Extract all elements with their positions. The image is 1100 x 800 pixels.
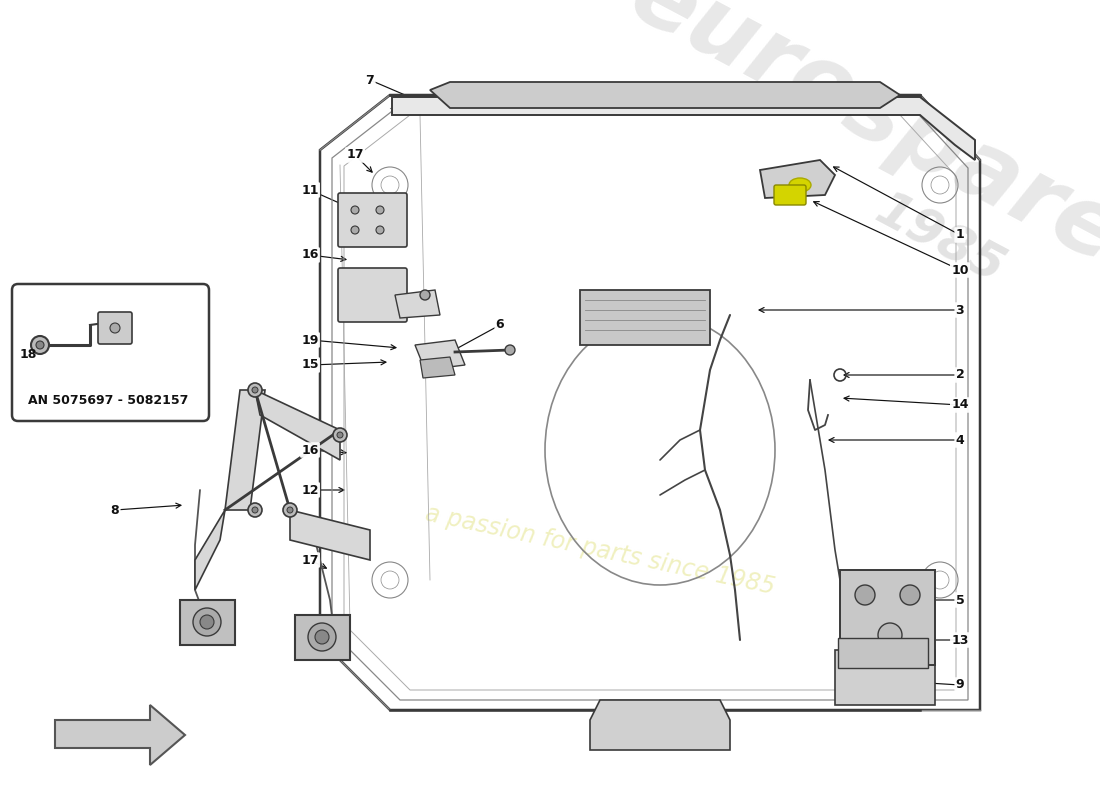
- Circle shape: [855, 585, 875, 605]
- Polygon shape: [838, 638, 928, 668]
- Circle shape: [248, 383, 262, 397]
- Circle shape: [192, 608, 221, 636]
- FancyBboxPatch shape: [338, 193, 407, 247]
- Polygon shape: [430, 82, 900, 108]
- FancyBboxPatch shape: [98, 312, 132, 344]
- Text: 8: 8: [111, 503, 119, 517]
- Text: 13: 13: [952, 634, 969, 646]
- Text: a passion for parts since 1985: a passion for parts since 1985: [424, 501, 777, 599]
- Circle shape: [351, 206, 359, 214]
- Text: 1985: 1985: [868, 186, 1013, 294]
- Circle shape: [36, 341, 44, 349]
- Text: 12: 12: [301, 483, 319, 497]
- Text: 2: 2: [956, 369, 965, 382]
- Circle shape: [252, 507, 258, 513]
- Circle shape: [505, 345, 515, 355]
- Circle shape: [31, 336, 50, 354]
- Text: 7: 7: [365, 74, 374, 86]
- Text: 14: 14: [952, 398, 969, 411]
- Circle shape: [200, 615, 214, 629]
- Circle shape: [420, 290, 430, 300]
- Polygon shape: [395, 290, 440, 318]
- Polygon shape: [580, 290, 710, 345]
- Text: 5: 5: [956, 594, 965, 606]
- Text: eurospares: eurospares: [615, 0, 1100, 311]
- Circle shape: [333, 428, 346, 442]
- Circle shape: [376, 206, 384, 214]
- Text: 16: 16: [301, 249, 319, 262]
- Polygon shape: [840, 570, 935, 665]
- Text: 16: 16: [301, 443, 319, 457]
- Polygon shape: [760, 160, 835, 198]
- Text: 18: 18: [20, 349, 36, 362]
- Polygon shape: [420, 357, 455, 378]
- Circle shape: [376, 226, 384, 234]
- Polygon shape: [392, 97, 975, 160]
- Text: 9: 9: [956, 678, 965, 691]
- Circle shape: [900, 585, 920, 605]
- Polygon shape: [55, 705, 185, 765]
- Text: 10: 10: [952, 263, 969, 277]
- Polygon shape: [295, 615, 350, 660]
- Circle shape: [878, 623, 902, 647]
- Polygon shape: [195, 510, 226, 590]
- Text: 17: 17: [346, 149, 364, 162]
- Polygon shape: [415, 340, 465, 370]
- Polygon shape: [835, 650, 935, 705]
- Ellipse shape: [789, 178, 811, 192]
- Circle shape: [315, 630, 329, 644]
- Circle shape: [252, 387, 258, 393]
- Text: 1: 1: [956, 229, 965, 242]
- FancyBboxPatch shape: [338, 268, 407, 322]
- Polygon shape: [255, 390, 340, 460]
- Text: 19: 19: [301, 334, 319, 346]
- Circle shape: [110, 323, 120, 333]
- FancyBboxPatch shape: [12, 284, 209, 421]
- Text: 4: 4: [956, 434, 965, 446]
- Circle shape: [283, 503, 297, 517]
- Circle shape: [337, 432, 343, 438]
- Circle shape: [308, 623, 336, 651]
- Circle shape: [351, 226, 359, 234]
- Text: AN 5075697 - 5082157: AN 5075697 - 5082157: [28, 394, 188, 406]
- FancyBboxPatch shape: [774, 185, 806, 205]
- Circle shape: [287, 507, 293, 513]
- Polygon shape: [226, 390, 265, 510]
- Text: 3: 3: [956, 303, 965, 317]
- Polygon shape: [290, 510, 370, 560]
- Text: 17: 17: [301, 554, 319, 566]
- Polygon shape: [180, 600, 235, 645]
- Text: 6: 6: [496, 318, 504, 331]
- Circle shape: [248, 503, 262, 517]
- Text: 15: 15: [301, 358, 319, 371]
- Text: 11: 11: [301, 183, 319, 197]
- Polygon shape: [590, 700, 730, 750]
